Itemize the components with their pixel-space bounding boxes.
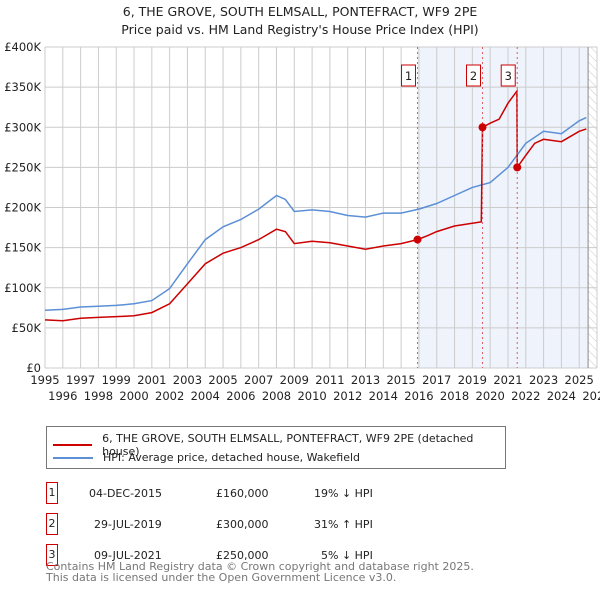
sale-label-box: [466, 64, 482, 87]
sale-hpi-diff: 19% ↓ HPI: [314, 487, 373, 500]
x-tick-label: 2006: [226, 389, 255, 403]
sale-number: 3: [46, 544, 58, 566]
x-tick-label: 2024: [547, 389, 576, 403]
sale-label: 1: [405, 69, 412, 83]
hpi-line: [44, 116, 587, 311]
legend-red-swatch: [53, 444, 93, 446]
x-tick-label: 2013: [351, 373, 380, 387]
sale-label: 2: [470, 69, 477, 83]
x-tick-label: 2020: [476, 389, 505, 403]
legend: 6, THE GROVE, SOUTH ELMSALL, PONTEFRACT,…: [46, 426, 506, 469]
x-tick-label: 2012: [333, 389, 362, 403]
sale-number: 2: [46, 513, 58, 535]
sale-point: [413, 235, 422, 244]
sale-label-box: [401, 64, 417, 87]
sale-point: [513, 163, 522, 172]
price-paid-line: [44, 88, 587, 322]
price-chart: 1995 1996 1997 1998 1999 2000 2001 2002 2003 2004…: [4, 40, 600, 403]
sale-hpi-diff: 5% ↓ HPI: [321, 549, 373, 562]
x-tick-label: 2025: [565, 373, 594, 387]
x-tick-label: 2016: [404, 389, 433, 403]
sale-price: £250,000: [216, 549, 269, 562]
sale-price: £160,000: [216, 487, 269, 500]
y-tick-label: £50K: [12, 321, 42, 335]
sale-date: 29-JUL-2019: [94, 518, 162, 531]
sale-label: 3: [505, 69, 512, 83]
chart-subtitle: Price paid vs. HM Land Registry's House …: [121, 22, 479, 37]
x-tick-label: 2019: [458, 373, 487, 387]
x-tick-label: 2003: [173, 373, 202, 387]
y-tick-label: £250K: [4, 160, 41, 174]
sale-point: [478, 123, 487, 132]
sale-date: 09-JUL-2021: [94, 549, 162, 562]
x-tick-label: 2026: [582, 389, 600, 403]
legend-blue-swatch: [53, 456, 93, 459]
y-tick-label: £0: [26, 361, 41, 375]
x-tick-label: 2010: [297, 389, 326, 403]
x-tick-label: 2004: [191, 389, 220, 403]
x-tick-label: 2014: [369, 389, 398, 403]
x-tick-label: 2008: [262, 389, 291, 403]
x-tick-label: 2009: [280, 373, 309, 387]
legend-property: 6, THE GROVE, SOUTH ELMSALL, PONTEFRACT,…: [102, 432, 474, 458]
chart-title: 6, THE GROVE, SOUTH ELMSALL, PONTEFRACT,…: [122, 4, 478, 19]
y-tick-label: £400K: [4, 40, 41, 54]
x-tick-label: 2015: [386, 373, 415, 387]
x-tick-label: 1997: [66, 373, 95, 387]
footer-copyright: Contains HM Land Registry data © Crown c…: [46, 560, 474, 573]
y-tick-label: £150K: [4, 241, 41, 255]
sale-hpi-diff: 31% ↑ HPI: [314, 518, 373, 531]
y-tick-label: £300K: [4, 120, 41, 134]
y-tick-label: £350K: [4, 80, 41, 94]
x-tick-label: 2005: [208, 373, 237, 387]
x-tick-label: 2022: [511, 389, 540, 403]
x-tick-label: 2000: [119, 389, 148, 403]
x-tick-label: 2011: [315, 373, 344, 387]
sale-price: £300,000: [216, 518, 269, 531]
sale-date: 04-DEC-2015: [89, 487, 163, 500]
y-tick-label: £200K: [4, 201, 41, 215]
sale-label-box: [500, 64, 516, 87]
x-tick-label: 2007: [244, 373, 273, 387]
x-tick-label: 2017: [422, 373, 451, 387]
legend-hpi: HPI: Average price, detached house, Wake…: [103, 451, 361, 464]
x-tick-label: 1999: [102, 373, 131, 387]
x-tick-label: 2001: [137, 373, 166, 387]
sale-number: 1: [46, 482, 58, 504]
x-tick-label: 2023: [529, 373, 558, 387]
x-tick-label: 1996: [48, 389, 77, 403]
x-tick-label: 1995: [30, 373, 59, 387]
footer-licence: This data is licensed under the Open Gov…: [46, 571, 397, 584]
y-tick-label: £100K: [4, 281, 41, 295]
x-tick-label: 1998: [84, 389, 113, 403]
x-tick-label: 2021: [493, 373, 522, 387]
x-tick-label: 2002: [155, 389, 184, 403]
x-tick-label: 2018: [440, 389, 469, 403]
